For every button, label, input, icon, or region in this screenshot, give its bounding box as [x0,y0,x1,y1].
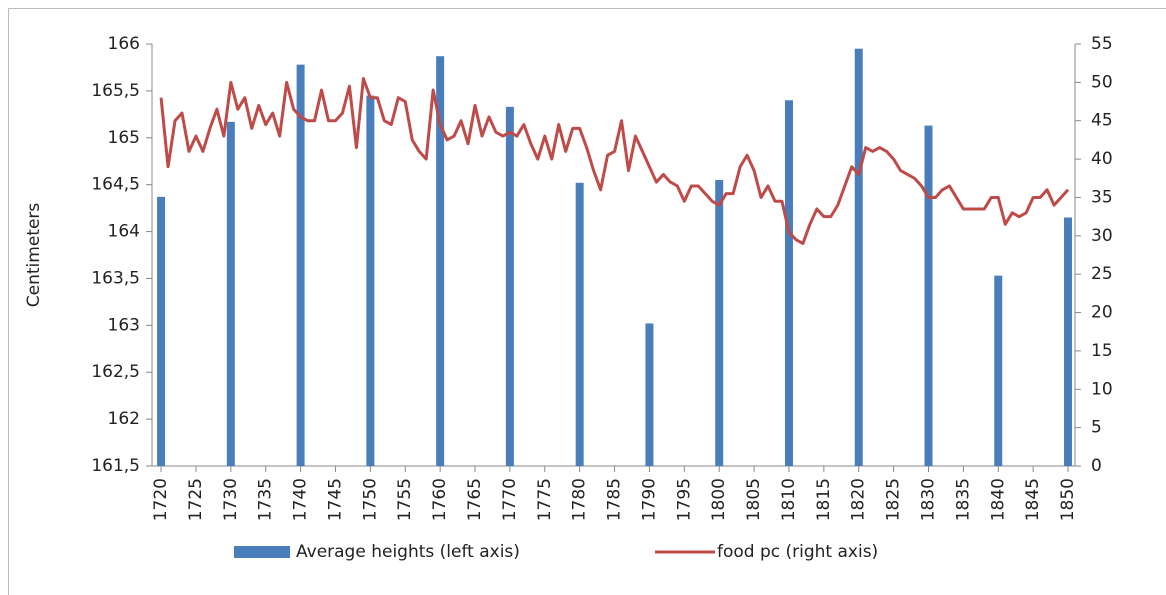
bar [157,196,166,466]
y2-tick-label: 5 [1091,418,1102,438]
y2-tick-label: 25 [1091,264,1113,284]
y2-tick-label: 50 [1091,72,1113,92]
x-tick-label: 1740 [291,478,311,521]
x-tick-label: 1725 [186,478,206,521]
bar [645,323,654,466]
bar [924,125,933,466]
x-tick-label: 1815 [814,478,834,521]
y-axis-label: Centimeters [24,203,44,308]
x-tick-label: 1770 [500,478,520,521]
x-tick-label: 1840 [988,478,1008,521]
y2-tick-label: 10 [1091,379,1113,399]
x-tick-label: 1775 [535,478,555,521]
y-tick-label: 165,5 [91,81,140,101]
x-tick-label: 1810 [779,478,799,521]
bar [715,179,724,466]
x-tick-label: 1800 [709,478,729,521]
bar [994,275,1003,466]
bar [505,106,514,466]
bar [436,56,445,467]
y2-tick-label: 55 [1091,34,1113,54]
y-tick-label: 166 [108,34,140,54]
y-tick-label: 163,5 [91,268,140,288]
bar [296,64,305,467]
y-tick-label: 163 [108,315,140,335]
x-tick-label: 1760 [430,478,450,521]
y2-tick-label: 30 [1091,226,1113,246]
x-tick-label: 1730 [221,478,241,521]
y-tick-label: 161,5 [91,456,140,476]
y2-tick-label: 35 [1091,187,1113,207]
x-tick-label: 1765 [465,478,485,521]
chart-frame [8,8,1166,595]
y2-tick-label: 20 [1091,303,1113,323]
x-tick-label: 1745 [325,478,345,521]
y2-tick-label: 15 [1091,341,1113,361]
line [159,77,1070,245]
y-tick-label: 162,5 [91,362,140,382]
x-tick-label: 1790 [639,478,659,521]
x-tick-label: 1825 [884,478,904,521]
y2-tick-label: 40 [1091,149,1113,169]
bar [1064,217,1073,466]
x-tick-label: 1850 [1058,478,1078,521]
x-tick-label: 1785 [605,478,625,521]
legend-label: Average heights (left axis) [296,542,520,562]
x-tick-label: 1780 [570,478,590,521]
x-tick-label: 1795 [674,478,694,521]
y-tick-label: 162 [108,409,140,429]
bar [226,121,235,466]
x-tick-label: 1835 [953,478,973,521]
legend-label: food pc (right axis) [717,542,878,562]
x-tick-label: 1735 [256,478,276,521]
x-tick-label: 1755 [395,478,415,521]
legend-swatch [234,546,290,558]
bar [784,100,793,467]
y-tick-label: 164 [108,222,140,242]
y2-tick-label: 0 [1091,456,1102,476]
y2-tick-label: 45 [1091,111,1113,131]
x-tick-label: 1830 [918,478,938,521]
x-tick-label: 1720 [151,478,171,521]
y-tick-label: 164,5 [91,175,140,195]
bar [575,182,584,466]
x-tick-label: 1845 [1023,478,1043,521]
y-tick-label: 165 [108,128,140,148]
bar [854,48,863,466]
x-tick-label: 1805 [744,478,764,521]
x-tick-label: 1820 [849,478,869,521]
x-tick-label: 1750 [360,478,380,521]
bar [366,95,375,467]
